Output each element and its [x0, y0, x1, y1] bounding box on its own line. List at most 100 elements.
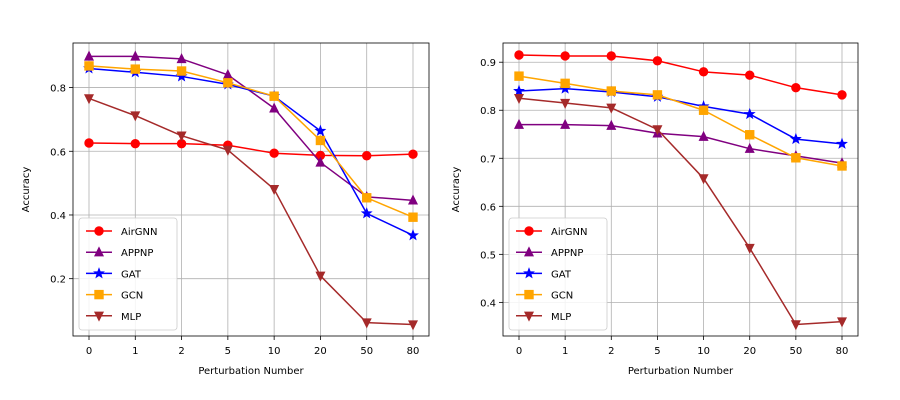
series-appnp	[83, 50, 419, 205]
x-tick-label: 5	[654, 346, 660, 357]
legend-label: GCN	[551, 291, 573, 302]
x-tick-label: 20	[743, 346, 756, 357]
y-tick-label: 0.5	[480, 250, 496, 261]
series-airgnn	[84, 138, 418, 161]
data-point-appnp	[407, 194, 419, 205]
data-point-airgnn	[745, 70, 755, 80]
legend-label: GCN	[121, 291, 143, 302]
series-mlp	[513, 94, 848, 331]
legend-marker	[93, 246, 105, 257]
data-point-gat	[314, 124, 327, 136]
data-point-gcn	[362, 193, 372, 203]
x-tick-label: 0	[86, 346, 92, 357]
series-line-gat	[88, 67, 414, 237]
data-point-mlp	[698, 174, 709, 185]
y-tick-label: 0.8	[50, 84, 66, 95]
legend-marker	[94, 289, 104, 300]
x-tick-label: 2	[178, 346, 184, 357]
series-mlp	[83, 94, 419, 331]
data-point-mlp	[83, 94, 95, 105]
series-line-airgnn	[88, 142, 414, 157]
x-tick-label: 20	[314, 346, 327, 357]
data-point-airgnn	[560, 51, 570, 61]
legend-marker	[524, 289, 534, 300]
y-axis-label: Accuracy	[21, 167, 32, 213]
data-point-gcn	[130, 64, 140, 74]
data-point-mlp	[606, 103, 617, 114]
data-point-gcn	[560, 78, 570, 89]
data-point-appnp	[83, 50, 95, 61]
series-line-appnp	[89, 55, 414, 202]
data-point-airgnn	[269, 148, 279, 158]
legend-marker	[93, 267, 105, 279]
data-point-mlp	[513, 94, 525, 105]
data-point-gat	[360, 207, 373, 219]
y-tick-label: 0.6	[480, 202, 496, 213]
legend-label: GAT	[121, 269, 142, 280]
series-gcn	[84, 61, 418, 222]
legend: AirGNN APPNP GAT GCN MLP	[78, 217, 178, 331]
x-tick-label: 2	[608, 346, 614, 357]
data-point-appnp	[176, 53, 187, 64]
data-point-airgnn	[84, 138, 94, 148]
data-point-appnp	[744, 142, 755, 153]
plot-frame	[72, 42, 430, 337]
data-point-mlp	[222, 145, 233, 156]
legend-entry-appnp: APPNP	[516, 246, 583, 259]
series-line-gcn	[518, 75, 843, 167]
legend-label: AirGNN	[121, 227, 157, 238]
legend-marker	[523, 311, 535, 322]
chart-panel-1: 0 1 2 5 10 20 50 80 0.2 0.4 0.6 0.8 Perturbation Num…	[21, 42, 430, 377]
data-point-mlp	[315, 271, 326, 282]
data-point-gcn	[315, 135, 326, 146]
series-line-airgnn	[518, 54, 843, 96]
series-line-gat	[518, 87, 843, 145]
series-line-gcn	[88, 65, 414, 218]
y-tick-label: 0.4	[50, 211, 66, 222]
legend-marker	[523, 267, 535, 279]
data-point-gat	[789, 132, 802, 145]
y-tick-label: 0.8	[480, 106, 496, 117]
legend-box	[78, 217, 178, 331]
data-point-gcn	[84, 61, 94, 71]
y-tick-label: 0.4	[480, 298, 496, 309]
data-point-airgnn	[362, 151, 372, 161]
data-point-gat	[407, 229, 419, 241]
legend-entry-mlp: MLP	[516, 311, 571, 323]
series-line-mlp	[88, 97, 414, 326]
legend-entry-mlp: MLP	[86, 311, 141, 323]
data-point-airgnn	[130, 138, 140, 149]
x-tick-label: 10	[697, 346, 710, 357]
x-tick-label: 80	[836, 346, 849, 357]
data-point-appnp	[513, 118, 525, 129]
data-point-mlp	[269, 184, 280, 195]
data-point-appnp	[315, 156, 326, 167]
y-tick-label: 0.2	[50, 275, 66, 286]
series-gcn	[514, 71, 847, 171]
data-point-gcn	[408, 212, 418, 222]
data-point-mlp	[744, 243, 755, 254]
data-point-gcn	[745, 130, 755, 140]
data-point-gcn	[791, 153, 801, 163]
data-point-appnp	[130, 50, 141, 61]
legend: AirGNN APPNP GAT GCN MLP	[508, 217, 608, 331]
x-axis-label: Perturbation Number	[198, 366, 304, 377]
data-point-appnp	[606, 119, 617, 130]
x-tick-label: 1	[562, 346, 568, 357]
series-airgnn	[514, 50, 847, 100]
legend-label: AirGNN	[551, 227, 587, 238]
y-tick-label: 0.7	[480, 154, 496, 165]
x-tick-label: 10	[268, 346, 281, 357]
y-axis-label: Accuracy	[451, 167, 462, 213]
data-point-gat	[836, 137, 848, 149]
data-point-airgnn	[652, 56, 663, 66]
data-point-mlp	[560, 98, 571, 109]
legend-box	[508, 217, 608, 331]
data-point-gat	[743, 107, 756, 120]
chart-panel-2: 0 1 2 5 10 20 50 80 0.4 0.5 0.6 0.7 0.8 0.9 Perturbati…	[451, 42, 859, 377]
legend-marker	[523, 246, 535, 257]
data-point-gcn	[269, 91, 279, 101]
data-point-mlp	[130, 111, 141, 122]
x-tick-label: 80	[407, 346, 420, 357]
legend-entry-airgnn: AirGNN	[86, 226, 157, 238]
